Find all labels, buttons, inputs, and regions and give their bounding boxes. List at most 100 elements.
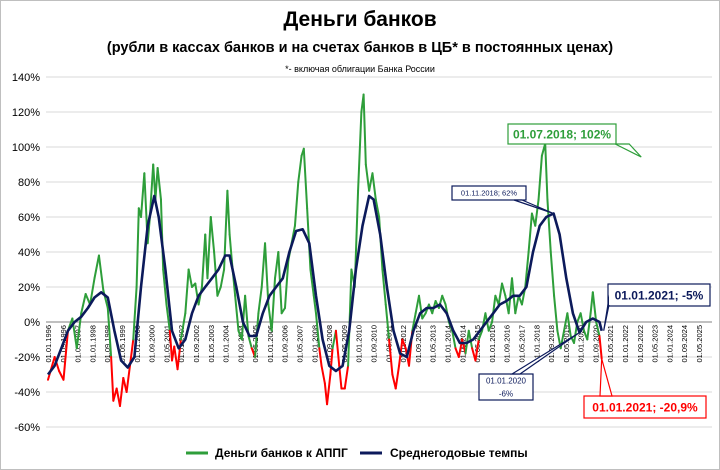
x-tick-label: 01.09.2006: [281, 325, 290, 363]
annotation-peak-2018: 01.07.2018; 102%: [507, 123, 642, 158]
series-green-segment: [362, 93, 367, 166]
x-tick-label: 01.01.2024: [665, 325, 674, 363]
annotations: 01.07.2018; 102% 01.11.2018; 62% 01.01.202…: [451, 123, 711, 419]
series-green-segment: [118, 377, 125, 407]
series-green-segment: [384, 303, 391, 341]
series-green-segment: [179, 312, 187, 341]
annotation-nov-2018-text: 01.11.2018; 62%: [461, 189, 517, 198]
x-tick-label: 01.01.2016: [488, 325, 497, 363]
annotation-jan-2021-red-pointer: [599, 358, 613, 397]
x-tick-label: 01.05.2025: [695, 325, 704, 363]
series-green-segment: [329, 347, 334, 376]
series-green-segment: [374, 198, 381, 218]
series-green-segment: [451, 329, 457, 350]
series-green-segment: [546, 198, 552, 253]
annotation-jan-2020-text: 01.01.2020: [486, 376, 527, 385]
series-green-segment: [334, 329, 341, 367]
series-green-segment: [125, 364, 131, 393]
series-green-segment: [216, 286, 222, 297]
annotation-nov-2018: 01.11.2018; 62%: [451, 185, 554, 215]
x-tick-label: 01.09.2000: [148, 325, 157, 363]
x-tick-label: 01.01.2000: [133, 325, 142, 363]
chart-subtitle: (рубли в кассах банков и на счетах банко…: [106, 40, 614, 56]
series-green-segment: [244, 294, 250, 337]
x-tick-label: 01.01.1998: [88, 325, 97, 363]
x-tick-label: 01.05.2017: [517, 325, 526, 363]
series-green-segment: [507, 277, 513, 315]
series-green-segment: [524, 251, 530, 288]
series-green-segment: [401, 338, 407, 350]
series-green-segment: [544, 142, 549, 201]
annotation-jan-2020-mask: [480, 375, 532, 399]
y-tick-label: 80%: [18, 177, 40, 189]
x-tick-label: 01.01.2018: [532, 325, 541, 363]
series-green-segment: [388, 338, 394, 376]
series-green-segment: [75, 312, 83, 350]
series-green-segment: [497, 282, 504, 306]
series-green-segment: [197, 286, 203, 306]
series-green-segment: [132, 286, 138, 341]
series-green-segment: [381, 268, 387, 306]
series-green-segment: [283, 259, 290, 309]
series-green-segment: [62, 329, 69, 381]
series-green-segment: [240, 294, 247, 341]
series-green-segment: [53, 356, 61, 372]
x-tick-label: 01.05.2019: [562, 325, 571, 363]
x-tick-label: 01.05.2023: [651, 325, 660, 363]
y-tick-label: 140%: [12, 72, 40, 84]
x-tick-label: 01.09.2022: [636, 325, 645, 363]
series-green-segment: [318, 347, 323, 367]
y-tick-label: 100%: [12, 142, 40, 154]
series-green-segment: [474, 338, 480, 362]
series-green-segment: [411, 312, 417, 332]
series-green-segment: [257, 286, 263, 315]
series-green-segment: [357, 111, 363, 192]
series-green-segment: [280, 307, 286, 315]
series-green-segment: [591, 291, 598, 323]
legend: Деньги банков к АППГ Среднегодовые темпы: [186, 446, 528, 460]
series-green-segment: [84, 293, 92, 306]
series-green-segment: [595, 321, 601, 337]
x-tick-label: 01.09.2012: [414, 325, 423, 363]
annotation-peak-2018-pointer: [614, 143, 642, 158]
series-green-segment: [165, 303, 171, 332]
x-tick-label: 01.01.2006: [266, 325, 275, 363]
series-green-segment: [162, 268, 168, 306]
series-green-segment: [549, 251, 556, 297]
y-tick-label: 40%: [18, 247, 40, 259]
series-green-segment: [441, 294, 447, 306]
x-tick-label: 01.09.2020: [591, 325, 600, 363]
series-green-segment: [312, 294, 317, 315]
series-green-segment: [309, 268, 315, 297]
series-green-segment: [226, 189, 231, 236]
x-tick-label: 01.09.1998: [103, 325, 112, 363]
series-green-segment: [501, 282, 507, 297]
chart-title: Деньги банков: [283, 8, 437, 31]
x-tick-label: 01.05.1999: [118, 325, 127, 363]
annotation-jan-2020: 01.01.2020 -6%: [478, 331, 580, 401]
x-tick-label: 01.09.2016: [503, 325, 512, 363]
y-tick-label: 120%: [12, 107, 40, 119]
x-tick-label: 01.05.2003: [207, 325, 216, 363]
x-tick-label: 01.01.2010: [355, 325, 364, 363]
series-green-segment: [491, 294, 497, 323]
series-green-segment: [566, 312, 572, 337]
series-group: [46, 93, 603, 407]
annotation-jan-2021-avg: 01.01.2021; -5%: [603, 283, 711, 331]
annotation-jan-2021-red-text: 01.01.2021; -20,9%: [592, 400, 698, 414]
series-green-segment: [297, 154, 303, 183]
annotation-jan-2021-avg-text: 01.01.2021; -5%: [615, 288, 704, 302]
series-green-segment: [89, 277, 96, 306]
series-navy-line: [46, 194, 603, 376]
series-green-segment: [487, 321, 494, 332]
x-tick-label: 01.01.1996: [44, 325, 53, 363]
legend-label-green: Деньги банков к АППГ: [215, 446, 348, 460]
series-green-segment: [156, 167, 162, 201]
x-tick-label: 01.05.2009: [340, 325, 349, 363]
series-green-segment: [343, 364, 350, 390]
series-green-segment: [314, 312, 321, 350]
series-green-segment: [326, 373, 332, 406]
y-tick-label: -40%: [14, 387, 40, 399]
series-green-segment: [97, 254, 105, 292]
annotation-nov-2018-pointer: [513, 199, 554, 215]
